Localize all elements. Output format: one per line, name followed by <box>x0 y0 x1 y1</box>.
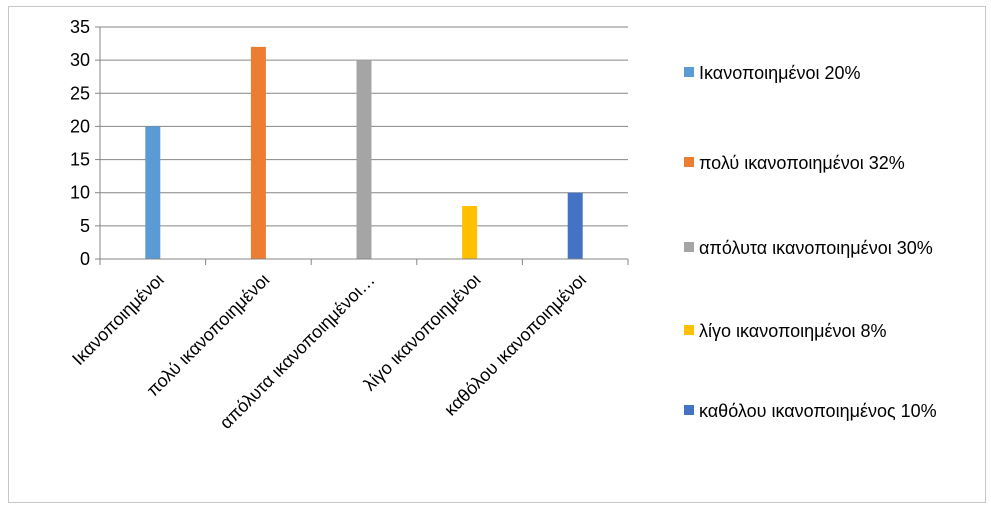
chart-frame <box>8 6 986 503</box>
y-tick-label: 15 <box>70 150 90 170</box>
legend-swatch <box>684 67 694 77</box>
legend-item-completely-satisfied: απόλυτα ικανοποιημένοι 30% <box>684 235 969 262</box>
legend-label: καθόλου ικανοποιημένος 10% <box>699 401 937 421</box>
legend-swatch <box>684 405 694 415</box>
legend-item-satisfied: Ικανοποιημένοι 20% <box>684 60 984 87</box>
bar <box>567 192 583 259</box>
legend-label: απόλυτα ικανοποιημένοι 30% <box>699 238 933 258</box>
axes <box>95 26 629 265</box>
y-tick-label: 30 <box>70 50 90 70</box>
bar <box>462 205 478 259</box>
legend-swatch <box>684 325 694 335</box>
legend-item-very-satisfied: πολύ ικανοποιημένοι 32% <box>684 150 984 177</box>
legend-swatch <box>684 242 694 252</box>
legend-label: Ικανοποιημένοι 20% <box>699 63 861 83</box>
legend-swatch <box>684 157 694 167</box>
bar <box>250 46 266 260</box>
legend-item-not-satisfied: καθόλου ικανοποιημένος 10% <box>684 398 979 425</box>
y-tick-label: 20 <box>70 116 90 136</box>
y-tick-label: 35 <box>70 17 90 37</box>
bar <box>145 126 161 259</box>
y-tick-label: 10 <box>70 183 90 203</box>
y-tick-labels: 0 5 10 15 20 25 30 35 <box>70 17 90 269</box>
legend-item-little-satisfied: λίγο ικανοποιημένοι 8% <box>684 318 984 345</box>
x-tick-label: Ικανοποιημένοι <box>68 270 167 369</box>
x-tick-label: λίγο ικανοποιημένοι <box>360 270 485 395</box>
y-tick-label: 25 <box>70 83 90 103</box>
y-tick-label: 5 <box>80 216 90 236</box>
bar <box>356 60 372 260</box>
bars <box>145 46 583 260</box>
legend-label: πολύ ικανοποιημένοι 32% <box>699 153 905 173</box>
y-tick-label: 0 <box>80 249 90 269</box>
legend-label: λίγο ικανοποιημένοι 8% <box>699 321 887 341</box>
